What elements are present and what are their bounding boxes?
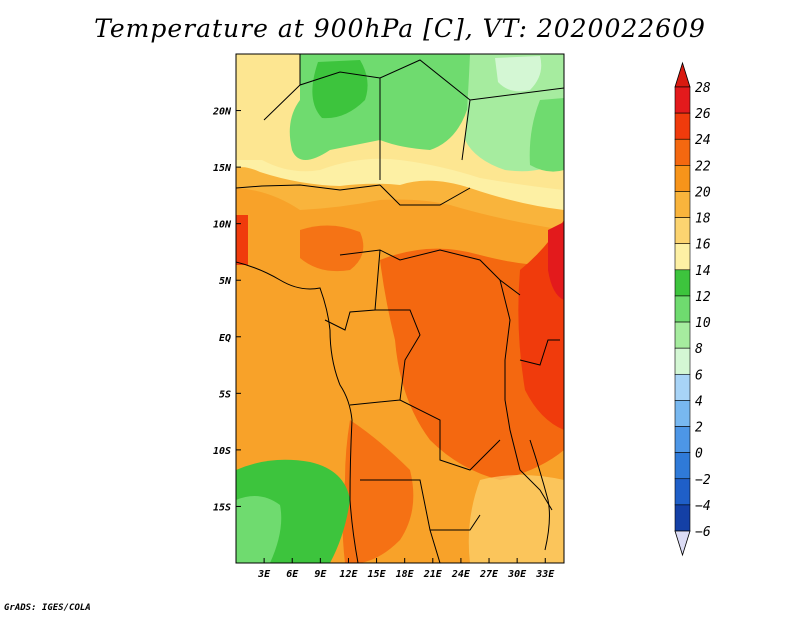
colorbar-segment [674,269,691,297]
lon-tick-label: 9E [314,569,327,580]
field-patch-24-26-west [300,225,364,272]
colorbar-segment [674,373,691,401]
lat-tick-label: 5N [219,276,232,287]
colorbar-label: 10 [695,316,711,331]
lon-tick-label: 24E [451,569,471,580]
colorbar-label: 18 [695,212,711,227]
colorbar-label: 0 [695,447,703,462]
field-patch-24-26-south [342,420,414,563]
field-patch-12-14-east [529,98,564,172]
lat-tick-label: 15N [213,163,232,174]
colorbar-label: 14 [695,264,711,279]
colorbar-label: 28 [695,81,711,96]
field-patch-26-28-westcoast [236,215,248,265]
colorbar-label: 22 [695,159,711,174]
map-frame [235,53,565,564]
west-coastline [236,261,359,563]
colorbar-segment [674,243,691,271]
lake-victoria-edge [519,339,560,366]
colorbar-label: 24 [695,133,711,148]
colorbar-above-triangle [674,61,691,88]
lon-tick-label: 21E [423,569,443,580]
country-borders [236,54,564,563]
colorbar-label: 26 [695,107,711,122]
colorbar-segment [674,426,691,453]
lake-malawi-edge [529,439,550,551]
colorbar-label: 16 [695,238,711,253]
lon-tick-label: 3E [257,569,271,580]
field-patch-8-10-northeast [495,56,542,92]
central-borders-2 [324,249,421,401]
south-borders-2 [360,479,481,563]
lon-tick-label: 6E [286,569,299,580]
colorbar-label: −6 [695,525,711,540]
field-patch-above-28 [548,222,564,300]
longitude-axis: 3E 6E 9E 12E 15E 18E 21E 24E 27E 30E 33E [257,558,555,580]
field-patch-12-14-southwest [236,496,282,563]
lon-tick-label: 30E [507,569,527,580]
colorbar-label: −2 [695,473,711,488]
colorbar-segment [674,478,691,506]
colorbar-segment [674,217,691,245]
lat-tick-label: 20N [212,107,232,118]
colorbar-segment [674,191,691,218]
temperature-field [236,54,564,563]
lon-tick-label: 18E [396,569,415,580]
colorbar-segment [674,165,691,192]
lat-tick-label: 5S [219,389,231,400]
map-title: Temperature at 900hPa [C], VT: 202002260… [94,14,706,43]
lat-10N-borders [236,184,471,206]
south-borders-1 [349,399,501,471]
latitude-axis: 20N 15N 10N 5N EQ 5S 10S 15S [212,107,241,513]
colorbar-label: 4 [695,394,703,409]
colorbar-label: 8 [695,342,703,357]
lat-tick-label: 15S [213,502,231,513]
colorbar-segment [674,452,691,480]
colorbar-label: −4 [695,499,711,514]
colorbar-segment [674,295,691,323]
north-borders [263,78,564,180]
colorbar-label: 12 [695,290,711,305]
field-patch-18-20-southeast [468,475,564,563]
grads-credit: GrADS: IGES/COLA [4,603,91,613]
lat-tick-label: EQ [219,333,231,344]
colorbar-segment [674,347,691,375]
lat-tick-label: 10S [213,446,231,457]
colorbar-segment [674,504,691,532]
lon-tick-label: 12E [339,569,358,580]
lat-tick-label: 10N [213,220,232,231]
colorbar-segment [674,138,691,166]
colorbar-segment [674,321,691,349]
colorbar-below-triangle [674,530,691,557]
lon-tick-label: 33E [535,569,555,580]
colorbar-segment [674,400,691,427]
colorbar-label: 20 [695,185,711,200]
lon-tick-label: 27E [479,569,499,580]
colorbar-label: 2 [695,421,703,436]
field-core-24-26 [380,248,564,480]
colorbar-segment [674,86,691,114]
lon-tick-label: 15E [368,569,387,580]
colorbar-label: 6 [695,368,703,383]
eastern-rift-borders [499,279,553,511]
colorbar-segment [674,112,691,140]
